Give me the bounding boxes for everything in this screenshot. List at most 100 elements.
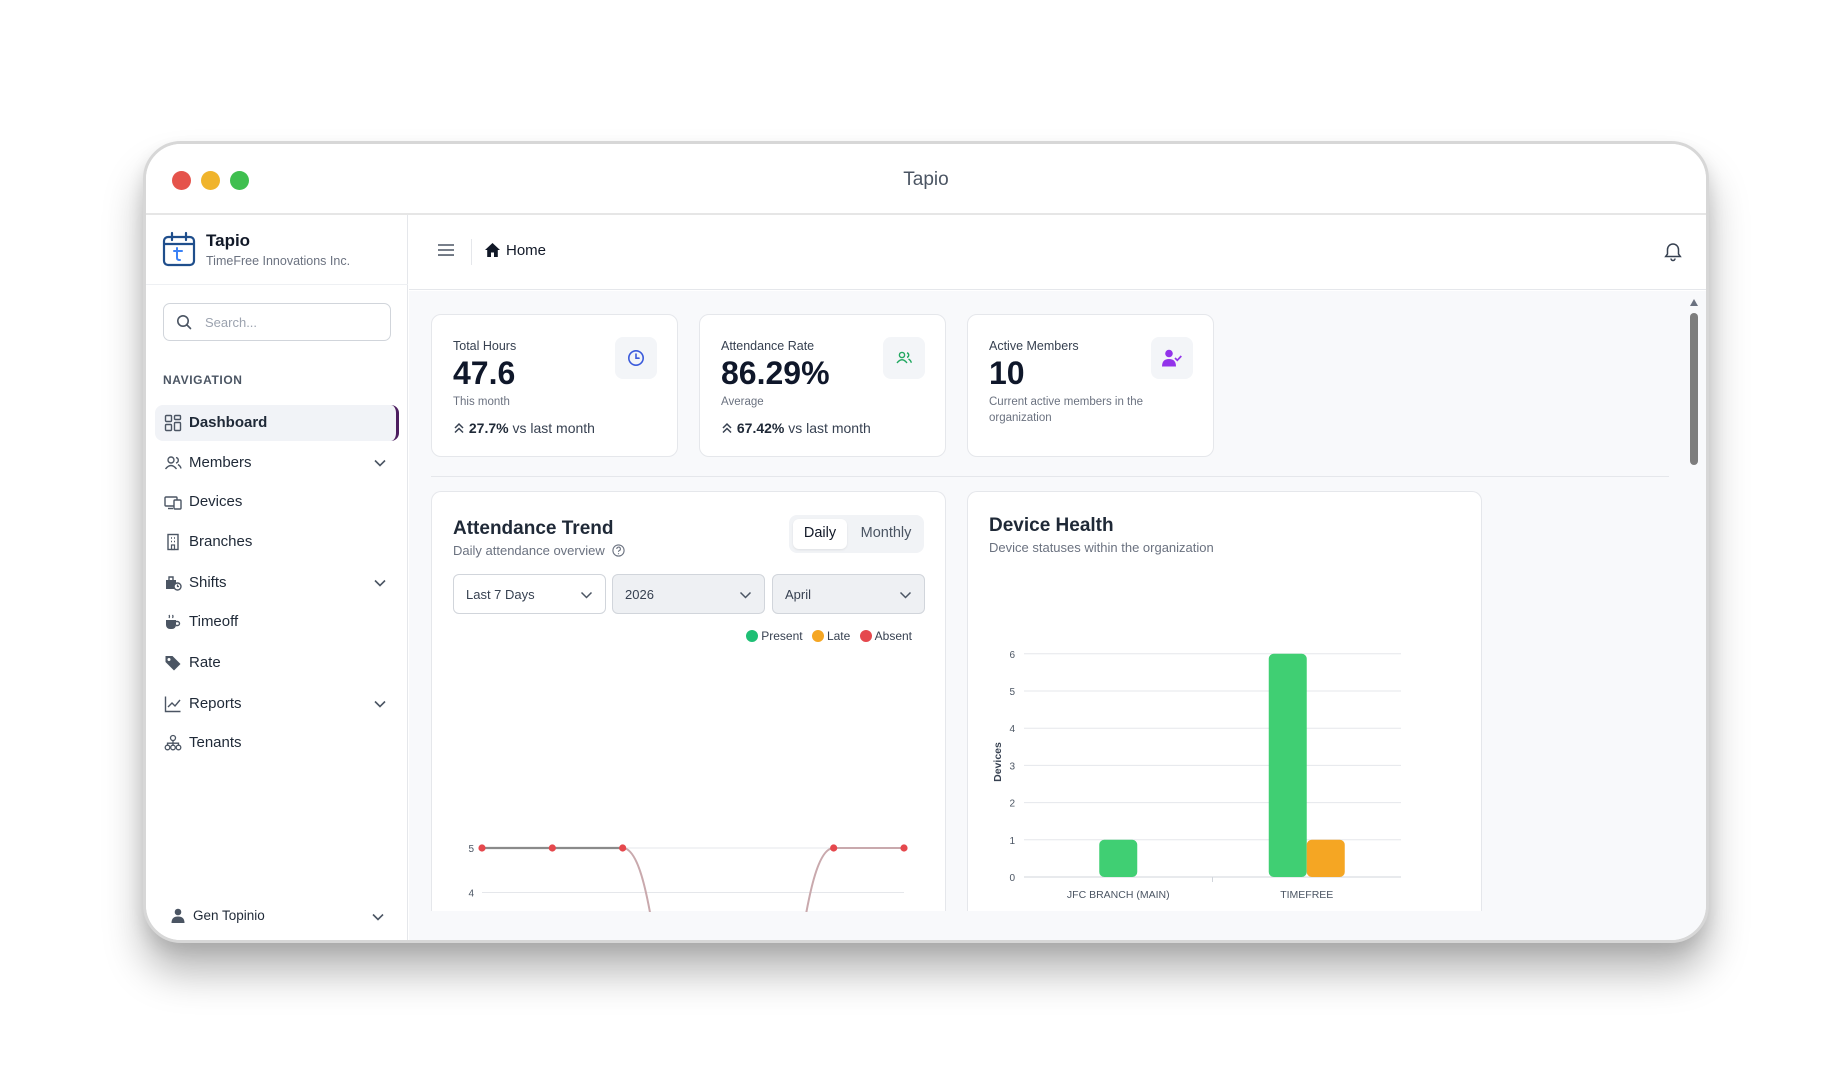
stat-title: Active Members bbox=[989, 339, 1079, 353]
devices-icon bbox=[164, 496, 182, 510]
y-tick-label: 6 bbox=[1009, 650, 1015, 661]
user-check-icon bbox=[1162, 349, 1182, 367]
stat-card-attendance-rate: Attendance Rate 86.29% Average 67.42% vs… bbox=[699, 314, 946, 457]
sidebar-item-devices[interactable]: Devices bbox=[155, 484, 399, 520]
card-subtitle: Device statuses within the organization bbox=[989, 540, 1214, 555]
stat-card-total-hours: Total Hours 47.6 This month 27.7% vs las… bbox=[431, 314, 678, 457]
legend-label[interactable]: Absent bbox=[874, 629, 912, 643]
stat-change-value: 67.42% bbox=[736, 420, 785, 436]
y-tick-label: 3 bbox=[1009, 761, 1015, 772]
organization-name: TimeFree Innovations Inc. bbox=[206, 254, 351, 268]
range-select-value: Last 7 Days bbox=[466, 587, 535, 602]
sidebar-item-tenants[interactable]: Tenants bbox=[155, 725, 399, 761]
bar-0-0 bbox=[1099, 839, 1138, 877]
data-point-absent bbox=[830, 844, 838, 852]
scrollbar[interactable] bbox=[1690, 299, 1698, 859]
sidebar-item-timeoff[interactable]: Timeoff bbox=[155, 604, 399, 640]
brand-name: Tapio bbox=[206, 231, 251, 250]
stat-icon-badge bbox=[615, 337, 657, 379]
sidebar: Tapio TimeFree Innovations Inc. Search..… bbox=[146, 215, 408, 940]
user-icon bbox=[171, 908, 185, 923]
stat-change: 27.7% vs last month bbox=[453, 420, 595, 436]
bar-1-1 bbox=[1306, 839, 1345, 877]
range-select[interactable]: Last 7 Days bbox=[453, 574, 606, 614]
sidebar-item-label: Members bbox=[189, 454, 252, 471]
stat-icon-badge bbox=[883, 337, 925, 379]
stat-subtitle: Average bbox=[721, 396, 764, 408]
sidebar-item-rate[interactable]: Rate bbox=[155, 645, 399, 681]
card-title: Device Health bbox=[989, 515, 1114, 536]
stat-card-active-members: Active Members 10 Current active members… bbox=[967, 314, 1214, 457]
chart-legend: Present Late Absent bbox=[740, 629, 912, 643]
home-icon[interactable] bbox=[484, 242, 501, 258]
title-bar: Tapio bbox=[146, 144, 1706, 215]
y-tick-label: 4 bbox=[468, 889, 474, 900]
chevron-down-icon[interactable] bbox=[373, 576, 387, 590]
y-tick-label: 2 bbox=[1009, 799, 1015, 810]
calendar-logo-icon bbox=[162, 231, 196, 267]
double-chevron-up-icon bbox=[454, 422, 464, 434]
breadcrumb-home[interactable]: Home bbox=[506, 242, 547, 259]
maximize-window-button[interactable] bbox=[230, 171, 249, 190]
chevron-down-icon[interactable] bbox=[373, 456, 387, 470]
sidebar-item-dashboard[interactable]: Dashboard bbox=[155, 405, 399, 441]
user-name: Gen Topinio bbox=[193, 908, 265, 923]
series-line-absent bbox=[481, 847, 904, 912]
top-bar: Home bbox=[409, 215, 1706, 290]
legend-swatch-late bbox=[811, 630, 824, 642]
stat-change: 67.42% vs last month bbox=[721, 420, 871, 436]
search-input[interactable]: Search... bbox=[163, 303, 391, 341]
sidebar-item-label: Tenants bbox=[189, 734, 242, 751]
stat-change-suffix: vs last month bbox=[508, 420, 595, 436]
chevron-down-icon bbox=[580, 591, 593, 599]
help-circle-icon[interactable] bbox=[612, 544, 626, 557]
device-health-bar-chart: 0 1 2 3 4 5 6 Devices JFC BRANCH (MAIN) TIMEFREE bbox=[992, 650, 1401, 901]
x-tick-label: JFC BRANCH (MAIN) bbox=[1067, 889, 1170, 901]
legend-label[interactable]: Present bbox=[761, 629, 803, 643]
month-select-value: April bbox=[785, 587, 812, 602]
month-select[interactable]: April bbox=[772, 574, 925, 614]
line-chart-icon bbox=[164, 696, 181, 713]
sidebar-item-label: Rate bbox=[189, 654, 221, 671]
sidebar-item-label: Branches bbox=[189, 533, 253, 550]
notification-bell-icon[interactable] bbox=[1664, 242, 1682, 262]
sidebar-item-branches[interactable]: Branches bbox=[155, 524, 399, 560]
coffee-cup-icon bbox=[166, 614, 181, 629]
minimize-window-button[interactable] bbox=[201, 171, 220, 190]
sidebar-item-label: Reports bbox=[189, 695, 242, 712]
divider bbox=[146, 284, 408, 285]
app-window: Tapio Tapio TimeFree Innovations Inc. Se… bbox=[143, 141, 1709, 943]
data-point-absent bbox=[548, 844, 556, 852]
y-tick-label: 1 bbox=[1009, 836, 1015, 847]
chevron-down-icon[interactable] bbox=[373, 697, 387, 711]
close-window-button[interactable] bbox=[172, 171, 191, 190]
y-tick-label: 4 bbox=[1009, 724, 1015, 735]
legend-swatch-present bbox=[746, 630, 759, 642]
stat-subtitle: Current active members in the organizati… bbox=[989, 396, 1144, 424]
y-tick-label: 5 bbox=[1009, 687, 1015, 698]
tenants-icon bbox=[164, 734, 182, 751]
sidebar-item-shifts[interactable]: Shifts bbox=[155, 565, 399, 601]
brand[interactable]: Tapio TimeFree Innovations Inc. bbox=[162, 229, 402, 273]
toggle-daily[interactable]: Daily bbox=[793, 519, 847, 549]
chevron-down-icon bbox=[899, 591, 912, 599]
sidebar-item-reports[interactable]: Reports bbox=[155, 686, 399, 722]
stat-icon-badge bbox=[1151, 337, 1193, 379]
year-select[interactable]: 2026 bbox=[612, 574, 765, 614]
hamburger-menu-icon[interactable] bbox=[437, 242, 455, 258]
toggle-monthly[interactable]: Monthly bbox=[860, 525, 912, 541]
card-subtitle: Daily attendance overview bbox=[453, 543, 626, 558]
branches-icon bbox=[167, 533, 179, 551]
stat-value: 86.29% bbox=[721, 355, 830, 391]
scroll-up-arrow-icon[interactable] bbox=[1690, 299, 1698, 306]
shifts-icon bbox=[166, 576, 182, 591]
user-menu[interactable]: Gen Topinio bbox=[163, 900, 393, 932]
sidebar-item-members[interactable]: Members bbox=[155, 445, 399, 481]
scrollbar-thumb[interactable] bbox=[1690, 313, 1698, 465]
tags-icon bbox=[165, 656, 181, 671]
legend-label[interactable]: Late bbox=[826, 629, 851, 643]
year-select-value: 2026 bbox=[625, 587, 654, 602]
main-content: Total Hours 47.6 This month 27.7% vs las… bbox=[409, 291, 1706, 940]
chevron-down-icon bbox=[739, 591, 752, 599]
nav-heading: NAVIGATION bbox=[163, 373, 243, 387]
